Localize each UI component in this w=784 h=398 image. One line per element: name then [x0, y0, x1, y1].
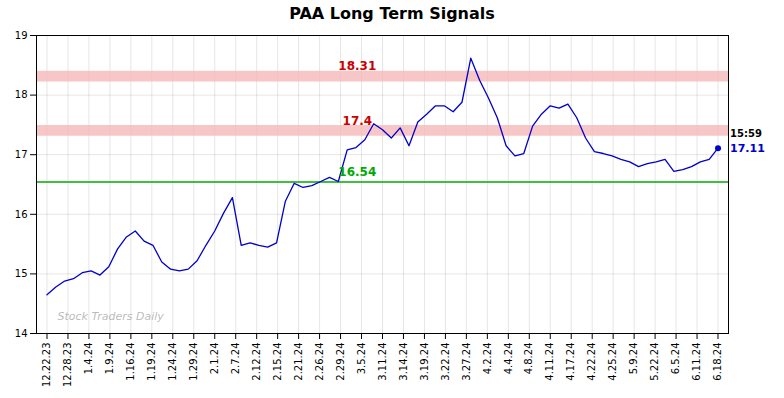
svg-text:4.11.24: 4.11.24	[544, 343, 555, 381]
svg-text:18.31: 18.31	[338, 59, 376, 73]
svg-text:1.19.24: 1.19.24	[146, 343, 157, 381]
svg-text:Stock Traders Daily: Stock Traders Daily	[57, 310, 164, 323]
svg-text:4.17.24: 4.17.24	[565, 343, 576, 381]
svg-text:12.22.23: 12.22.23	[41, 343, 52, 388]
svg-text:1.9.24: 1.9.24	[104, 343, 115, 375]
svg-text:5.22.24: 5.22.24	[649, 343, 660, 381]
svg-text:4.25.24: 4.25.24	[607, 343, 618, 381]
svg-text:2.29.24: 2.29.24	[335, 343, 346, 381]
svg-text:2.1.24: 2.1.24	[209, 343, 220, 375]
html-text:PAA Long Term Signals: PAA Long Term Signals	[289, 4, 495, 23]
svg-text:3.19.24: 3.19.24	[419, 343, 430, 381]
svg-text:3.11.24: 3.11.24	[377, 343, 388, 381]
svg-text:17.11: 17.11	[730, 142, 765, 155]
svg-text:6.5.24: 6.5.24	[670, 343, 681, 375]
svg-text:4.2.24: 4.2.24	[482, 343, 493, 375]
svg-text:15: 15	[15, 268, 28, 279]
svg-text:17.4: 17.4	[343, 114, 373, 128]
svg-text:1.29.24: 1.29.24	[188, 343, 199, 381]
svg-text:2.21.24: 2.21.24	[293, 343, 304, 381]
svg-text:14: 14	[15, 328, 28, 339]
svg-text:2.7.24: 2.7.24	[230, 343, 241, 375]
svg-text:4.4.24: 4.4.24	[503, 343, 514, 375]
svg-text:4.8.24: 4.8.24	[523, 343, 534, 375]
svg-text:4.22.24: 4.22.24	[586, 343, 597, 381]
svg-text:2.12.24: 2.12.24	[251, 343, 262, 381]
svg-text:3.22.24: 3.22.24	[440, 343, 451, 381]
svg-text:6.11.24: 6.11.24	[691, 343, 702, 381]
svg-text:5.9.24: 5.9.24	[628, 343, 639, 375]
svg-text:3.14.24: 3.14.24	[398, 343, 409, 381]
svg-text:1.24.24: 1.24.24	[167, 343, 178, 381]
svg-text:1.4.24: 1.4.24	[83, 343, 94, 375]
svg-text:2.26.24: 2.26.24	[314, 343, 325, 381]
svg-text:6.18.24: 6.18.24	[712, 343, 723, 381]
svg-text:1.16.24: 1.16.24	[125, 343, 136, 381]
svg-text:3.27.24: 3.27.24	[461, 343, 472, 381]
svg-text:2.15.24: 2.15.24	[272, 343, 283, 381]
svg-text:3.5.24: 3.5.24	[356, 343, 367, 375]
svg-text:19: 19	[15, 30, 28, 41]
svg-text:16: 16	[15, 209, 28, 220]
svg-text:18: 18	[15, 89, 28, 100]
svg-text:16.54: 16.54	[338, 165, 376, 179]
svg-text:12.28.23: 12.28.23	[62, 343, 73, 388]
svg-text:17: 17	[15, 149, 28, 160]
svg-text:15:59: 15:59	[730, 128, 762, 139]
